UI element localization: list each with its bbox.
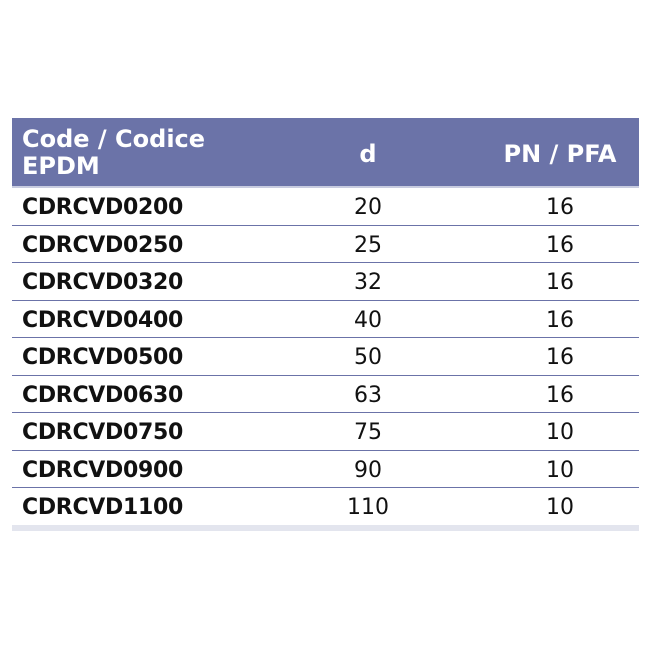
cell-d: 25: [354, 232, 382, 258]
table-row: CDRCVD0500 50 16: [12, 338, 639, 376]
table-row: CDRCVD1100 110 10: [12, 488, 639, 531]
cell-d: 90: [354, 457, 382, 483]
cell-code: CDRCVD0400: [22, 307, 184, 333]
cell-pn: 16: [546, 345, 574, 370]
cell-pn: 16: [546, 195, 574, 220]
cell-d: 75: [354, 420, 382, 445]
cell-pn: 10: [546, 420, 574, 445]
cell-d: 40: [354, 307, 382, 333]
table-row: CDRCVD0630 63 16: [12, 376, 639, 413]
cell-pn: 16: [546, 382, 574, 408]
cell-pn: 16: [546, 270, 574, 295]
cell-pn: 16: [546, 232, 574, 258]
cell-code: CDRCVD0630: [22, 382, 184, 408]
cell-d: 20: [354, 195, 382, 220]
cell-d: 50: [354, 345, 382, 370]
header-d: d: [359, 140, 377, 168]
cell-code: CDRCVD0900: [22, 457, 184, 483]
cell-code: CDRCVD1100: [22, 495, 184, 520]
cell-d: 63: [354, 382, 382, 408]
table-row: CDRCVD0250 25 16: [12, 226, 639, 263]
header-code: Code / Codice EPDM: [22, 126, 205, 180]
cell-pn: 16: [546, 307, 574, 333]
table-row: CDRCVD0900 90 10: [12, 451, 639, 488]
table-row: CDRCVD0750 75 10: [12, 413, 639, 451]
table-header: Code / Codice EPDM d PN / PFA: [12, 118, 639, 188]
cell-code: CDRCVD0750: [22, 420, 184, 445]
table-row: CDRCVD0200 20 16: [12, 188, 639, 226]
cell-pn: 10: [546, 495, 574, 520]
header-code-line1: Code / Codice: [22, 125, 206, 153]
cell-code: CDRCVD0200: [22, 195, 184, 220]
cell-pn: 10: [546, 457, 574, 483]
product-table: Code / Codice EPDM d PN / PFA CDRCVD0200…: [12, 118, 639, 531]
header-pn-pfa: PN / PFA: [503, 140, 617, 168]
cell-d: 110: [347, 495, 389, 520]
table-row: CDRCVD0400 40 16: [12, 301, 639, 338]
cell-d: 32: [354, 270, 382, 295]
cell-code: CDRCVD0250: [22, 232, 184, 258]
header-code-line2: EPDM: [22, 152, 100, 180]
cell-code: CDRCVD0500: [22, 345, 184, 370]
cell-code: CDRCVD0320: [22, 270, 184, 295]
table-row: CDRCVD0320 32 16: [12, 263, 639, 301]
